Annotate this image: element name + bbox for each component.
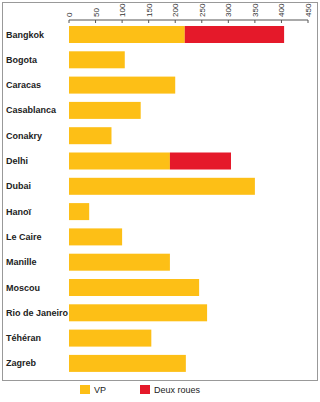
- bar-segment: [170, 153, 231, 170]
- tick: [281, 20, 282, 23]
- bar-segment: [69, 228, 122, 245]
- category-label: Manille: [6, 257, 37, 267]
- tick: [95, 20, 96, 23]
- bar-segment: [69, 26, 185, 43]
- tick-label: 450: [304, 3, 313, 17]
- bar-segment: [69, 178, 255, 195]
- tick-label: 250: [198, 3, 207, 17]
- category-label: Zagreb: [6, 358, 37, 368]
- legend-swatch: [140, 385, 150, 394]
- bar-segment: [69, 203, 89, 220]
- tick-label: 300: [224, 3, 233, 17]
- category-label: Delhi: [6, 156, 28, 166]
- bars: [69, 26, 284, 372]
- tick: [308, 20, 309, 23]
- tick-label: 50: [92, 8, 101, 17]
- bar-segment: [69, 279, 199, 296]
- bar-segment: [185, 26, 284, 43]
- bar-segment: [69, 355, 186, 372]
- tick: [228, 20, 229, 23]
- category-label: Le Caire: [6, 232, 42, 242]
- category-label: Conakry: [6, 131, 42, 141]
- category-label: Bogota: [6, 55, 38, 65]
- bar-segment: [69, 330, 151, 347]
- bar-segment: [69, 127, 111, 144]
- legend-swatch: [80, 385, 90, 394]
- category-label: Téhéran: [6, 333, 41, 343]
- tick-label: 0: [65, 12, 74, 17]
- bar-segment: [69, 51, 125, 68]
- tick: [175, 20, 176, 23]
- value-axis: [69, 20, 308, 21]
- bar-segment: [69, 304, 207, 321]
- tick-label: 200: [171, 3, 180, 17]
- tick: [122, 20, 123, 23]
- legend-label: VP: [94, 385, 106, 395]
- tick: [201, 20, 202, 23]
- tick-label: 100: [118, 3, 127, 17]
- bar-segment: [69, 77, 175, 94]
- bar-segment: [69, 254, 170, 271]
- tick: [148, 20, 149, 23]
- bar-segment: [69, 102, 141, 119]
- category-label: Moscou: [6, 283, 40, 293]
- tick-label: 400: [277, 3, 286, 17]
- tick-label: 150: [145, 3, 154, 17]
- category-label: Hanoï: [6, 207, 32, 217]
- category-label: Dubai: [6, 181, 31, 191]
- category-label: Casablanca: [6, 105, 57, 115]
- category-label: Rio de Janeiro: [6, 308, 69, 318]
- category-label: Bangkok: [6, 30, 45, 40]
- tick: [254, 20, 255, 23]
- tick: [69, 20, 70, 23]
- category-label: Caracas: [6, 80, 41, 90]
- chart: 0 50 100 150 200 250 300 350 400 450 Bangkok Bogota…: [0, 0, 320, 402]
- bar-segment: [69, 153, 170, 170]
- tick-label: 350: [251, 3, 260, 17]
- frame: [3, 3, 318, 381]
- legend-label: Deux roues: [154, 385, 201, 395]
